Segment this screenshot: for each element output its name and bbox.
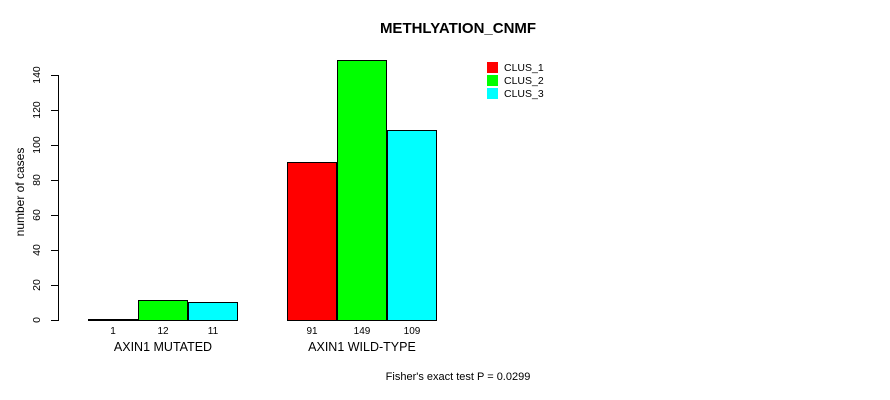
y-tick-label: 100	[31, 136, 43, 154]
legend-label: CLUS_3	[504, 87, 544, 100]
y-tick-mark	[51, 145, 58, 146]
legend-swatch-clus_3	[487, 88, 498, 99]
bar-clus_1	[88, 319, 138, 321]
y-tick-label: 0	[31, 317, 43, 323]
bar-clus_3	[188, 302, 238, 321]
bar-clus_2	[138, 300, 188, 321]
y-tick-mark	[51, 215, 58, 216]
y-tick-label: 140	[31, 66, 43, 84]
y-tick-mark	[51, 320, 58, 321]
y-axis-line	[58, 75, 59, 321]
bar-value-label: 11	[207, 326, 219, 337]
bar-clus_3	[387, 130, 437, 321]
bar-value-label: 1	[110, 326, 116, 337]
legend-item: CLUS_1	[487, 61, 544, 74]
x-category-label: AXIN1 WILD-TYPE	[308, 340, 416, 354]
bar-value-label: 91	[306, 326, 318, 337]
x-category-label: AXIN1 MUTATED	[113, 340, 213, 354]
legend: CLUS_1 CLUS_2 CLUS_3	[487, 61, 544, 100]
bar-value-label: 109	[403, 326, 421, 337]
legend-label: CLUS_2	[504, 74, 544, 87]
bar-clus_2	[337, 60, 387, 321]
y-tick-mark	[51, 250, 58, 251]
legend-item: CLUS_3	[487, 87, 544, 100]
y-tick-mark	[51, 75, 58, 76]
bar-value-label: 149	[353, 326, 371, 337]
legend-swatch-clus_1	[487, 62, 498, 73]
y-tick-label: 40	[31, 244, 43, 256]
y-tick-label: 80	[31, 174, 43, 186]
legend-item: CLUS_2	[487, 74, 544, 87]
y-tick-label: 20	[31, 279, 43, 291]
y-tick-mark	[51, 285, 58, 286]
y-axis-title: number of cases	[13, 147, 27, 237]
y-tick-label: 60	[31, 209, 43, 221]
y-tick-label: 120	[31, 101, 43, 119]
legend-label: CLUS_1	[504, 61, 544, 74]
stat-annotation: Fisher's exact test P = 0.0299	[385, 371, 531, 383]
chart-title: METHLYATION_CNMF	[379, 20, 537, 37]
y-tick-mark	[51, 180, 58, 181]
bar-value-label: 12	[157, 326, 169, 337]
bar-clus_1	[287, 162, 337, 321]
legend-swatch-clus_2	[487, 75, 498, 86]
y-tick-mark	[51, 110, 58, 111]
